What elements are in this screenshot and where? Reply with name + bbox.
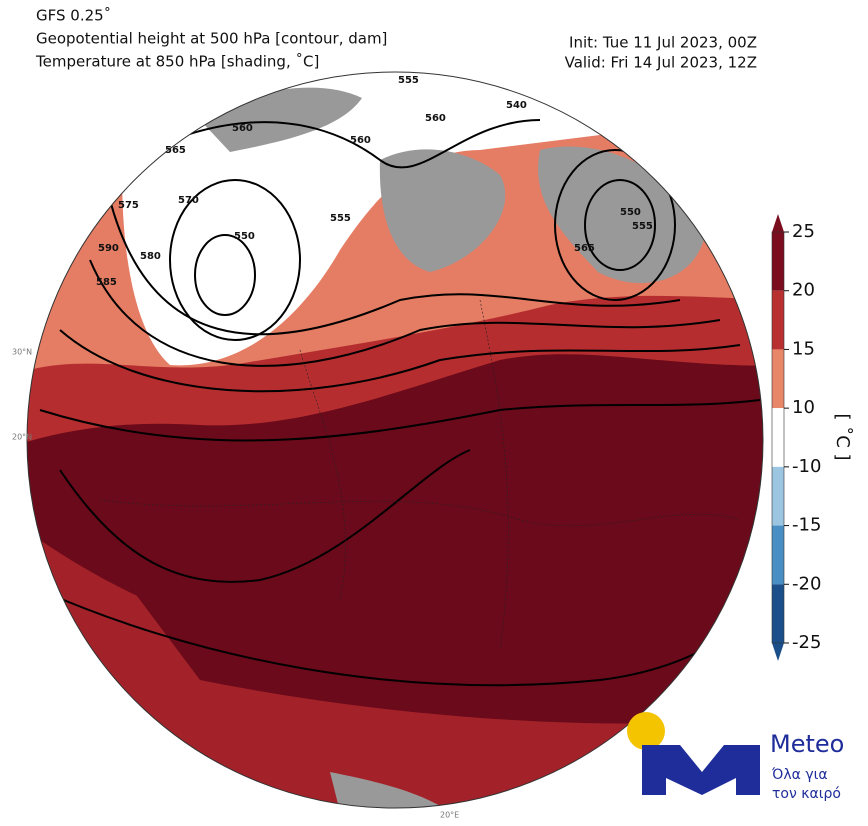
- colorbar-tick-label: 25: [792, 221, 815, 242]
- lat-label: 30°N: [12, 348, 32, 357]
- colorbar-frame: [771, 231, 785, 644]
- contour-label: 550: [234, 231, 255, 242]
- logo-tagline: Όλα για: [771, 767, 828, 783]
- contour-label: 560: [425, 113, 446, 124]
- contour-label: 570: [178, 195, 199, 206]
- logo-m: [642, 745, 760, 795]
- colorbar-segment: [772, 408, 784, 467]
- contour-label: 540: [506, 100, 527, 111]
- colorbar-extend: [772, 214, 784, 232]
- colorbar-segment: [772, 349, 784, 409]
- globe-edge: [26, 71, 764, 809]
- colorbar-tick-label: 10: [792, 397, 815, 418]
- colorbar-label: [ ˚C ]: [832, 413, 853, 460]
- logo-sun: [627, 712, 665, 750]
- contour-label: 555: [398, 75, 419, 86]
- model-title: GFS 0.25˚: [36, 7, 111, 25]
- colorbar-segment: [772, 584, 784, 643]
- contour-label: 555: [632, 221, 653, 232]
- colorbar-extend: [772, 643, 784, 661]
- colorbar-tick-label: -20: [792, 573, 821, 594]
- colorbar-segment: [772, 466, 784, 526]
- contour-label: 575: [118, 200, 139, 211]
- colorbar-tick-label: -25: [792, 632, 821, 653]
- logo: Meteo Όλα για τον καιρό: [627, 712, 844, 802]
- colorbar-segment: [772, 525, 784, 585]
- colorbar-tick-label: -15: [792, 515, 821, 536]
- lon-label: 20°E: [440, 811, 459, 820]
- logo-tagline: τον καιρό: [772, 786, 841, 802]
- colorbar-tick-label: 20: [792, 280, 815, 301]
- colorbar-tick-label: 15: [792, 338, 815, 359]
- contour-label: 565: [574, 243, 595, 254]
- contour-label: 555: [330, 213, 351, 224]
- valid-time: Valid: Fri 14 Jul 2023, 12Z: [565, 54, 757, 72]
- contour-label: 590: [98, 243, 119, 254]
- init-time: Init: Tue 11 Jul 2023, 00Z: [569, 34, 757, 52]
- lat-label: 20°N: [12, 433, 32, 442]
- contour-labels: 550 555 560 560 565 570 575 580 585 590 …: [96, 75, 653, 288]
- contour-label: 565: [165, 145, 186, 156]
- colorbar: 25 20 15 10 -10 -15 -20 -25: [771, 214, 821, 661]
- contour-label: 550: [620, 207, 641, 218]
- colorbar-segment: [772, 232, 784, 291]
- logo-name: Meteo: [770, 730, 844, 758]
- colorbar-segment: [772, 290, 784, 350]
- title-line: Geopotential height at 500 hPa [contour,…: [36, 30, 387, 48]
- colorbar-tick-label: -10: [792, 456, 821, 477]
- contour-label: 580: [140, 251, 161, 262]
- contour-label: 585: [96, 277, 117, 288]
- title-line: Temperature at 850 hPa [shading, ˚C]: [35, 53, 319, 71]
- contour-label: 560: [232, 123, 253, 134]
- contour-label: 560: [350, 135, 371, 146]
